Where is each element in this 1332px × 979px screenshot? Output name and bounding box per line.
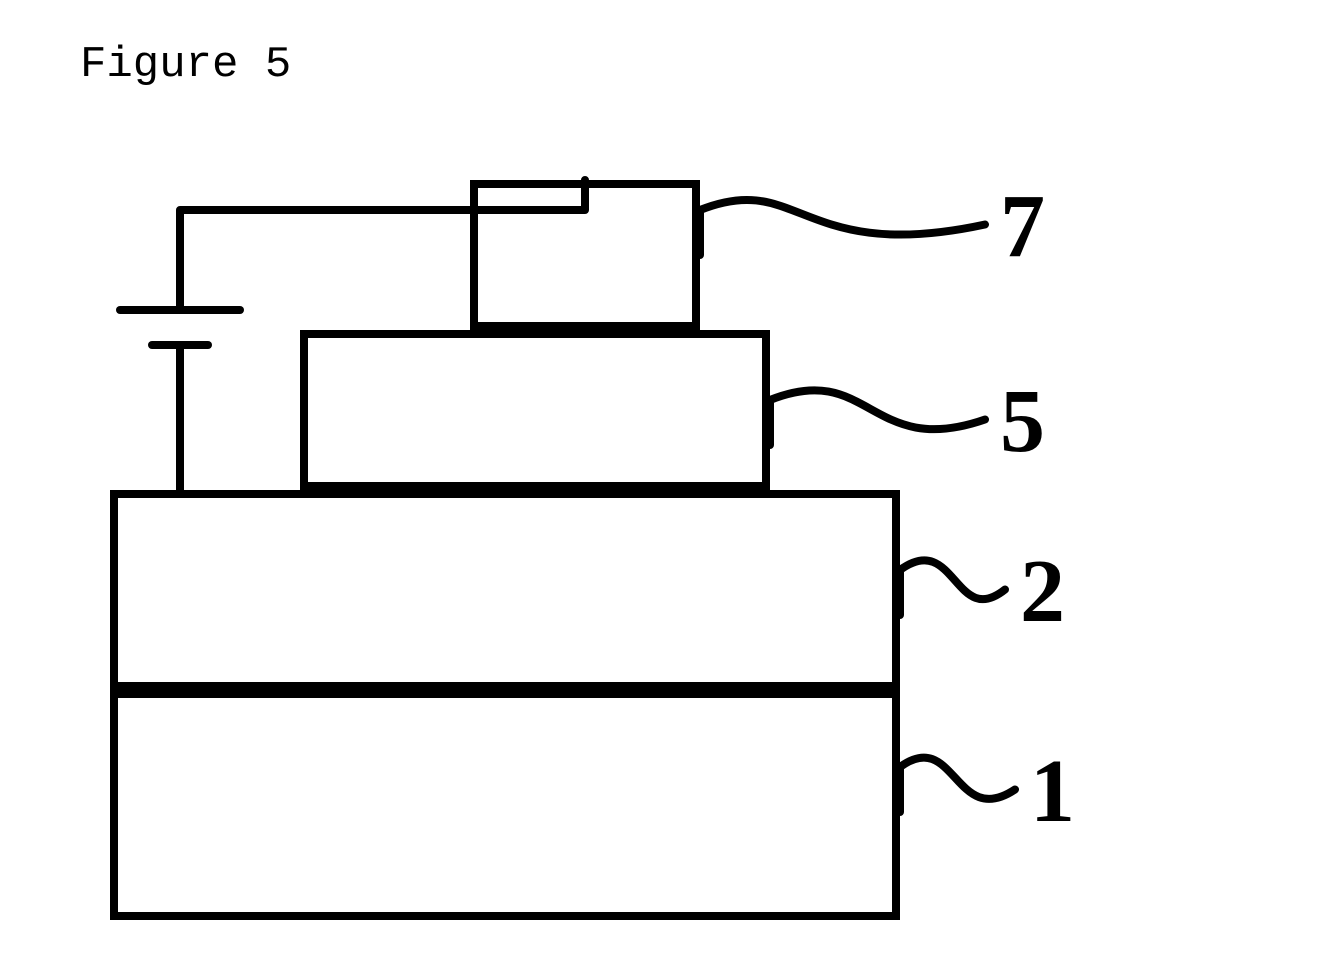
label-5: 5 — [1000, 370, 1045, 473]
label-7: 7 — [1000, 175, 1045, 278]
figure-canvas: Figure 5 7 5 2 1 — [0, 0, 1332, 979]
lead-1 — [0, 0, 1332, 979]
label-2: 2 — [1020, 540, 1065, 643]
label-1: 1 — [1030, 740, 1075, 843]
